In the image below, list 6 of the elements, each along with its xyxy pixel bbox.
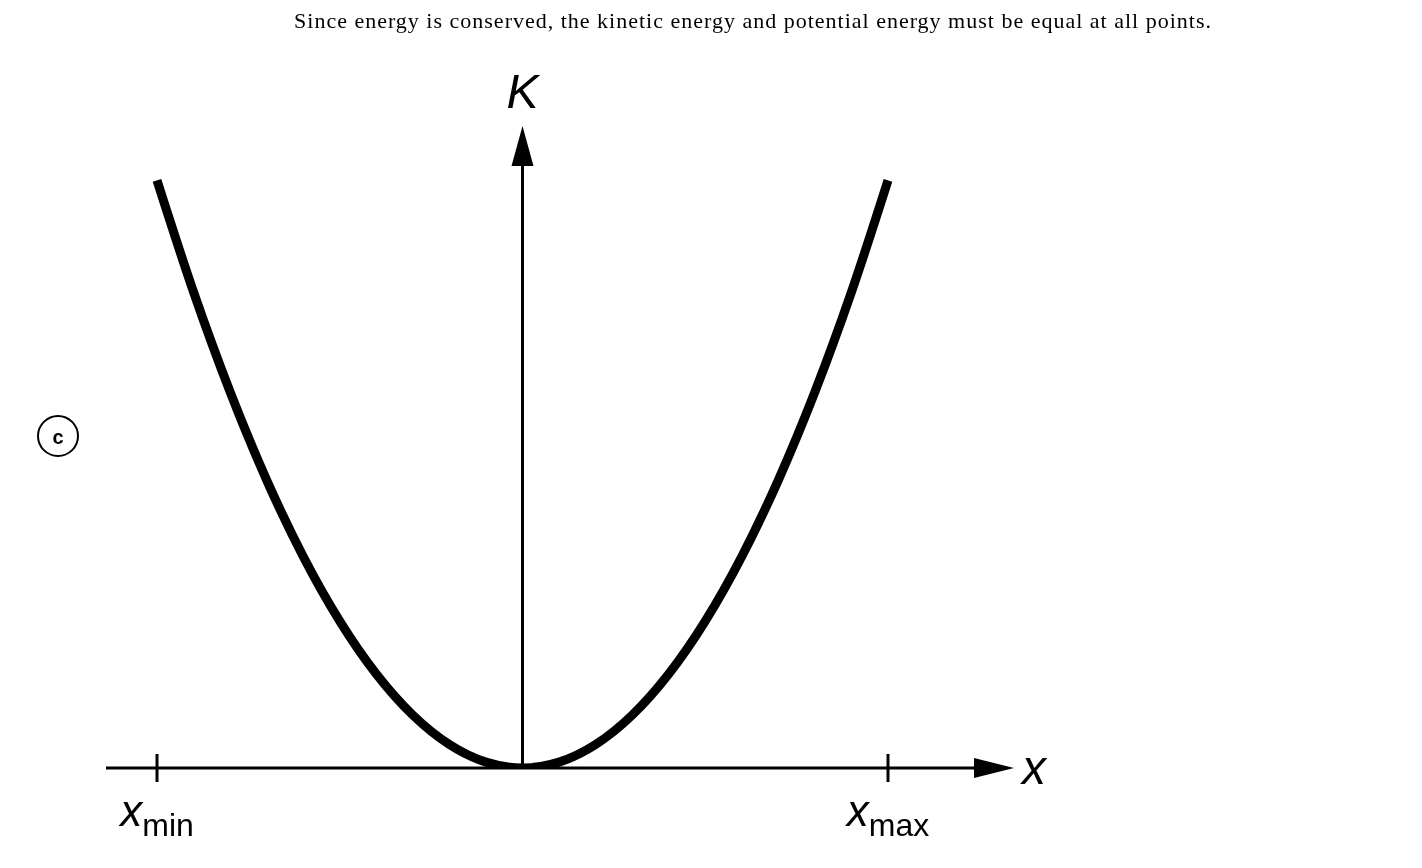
x-tick-label: x$_{min}$ — [118, 786, 194, 843]
chart-title: Since energy is conserved, the kinetic energy and potential energy must be equal at all points. — [293, 8, 1213, 34]
x-tick-label: x$_{max}$ — [844, 786, 930, 843]
y-axis-title: K — [506, 65, 541, 118]
text: c — [52, 426, 64, 448]
x-axis-title: x — [1020, 741, 1048, 794]
